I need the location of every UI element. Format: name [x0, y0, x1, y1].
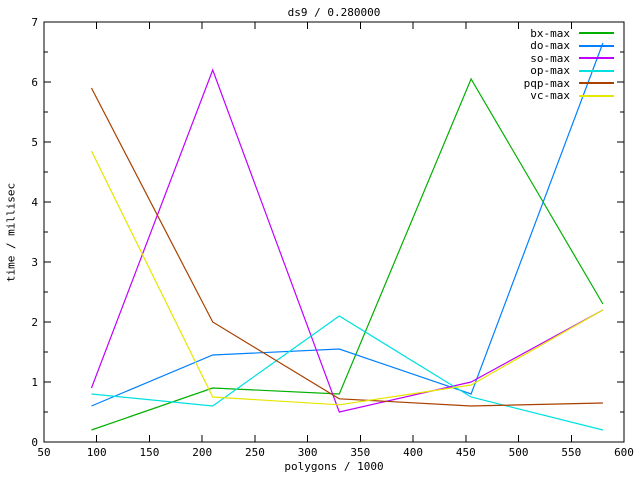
legend-item-vc-max: vc-max	[524, 89, 614, 103]
y-tick-label: 3	[31, 256, 38, 269]
legend-line-sample	[579, 32, 614, 35]
x-tick-label: 450	[456, 446, 476, 459]
y-tick-label: 5	[31, 136, 38, 149]
legend-label: so-max	[530, 51, 570, 65]
legend-item-op-max: op-max	[524, 64, 614, 78]
x-tick-label: 300	[298, 446, 318, 459]
series-line-vc-max	[90, 150, 604, 406]
x-axis-label: polygons / 1000	[284, 460, 384, 473]
series-line-pqp-max	[90, 87, 603, 407]
legend-line-sample	[579, 57, 614, 60]
y-tick-label: 7	[31, 16, 38, 29]
legend-label: vc-max	[530, 89, 570, 103]
series-line-do-max	[91, 42, 604, 407]
y-tick-label: 4	[31, 196, 38, 209]
x-tick-label: 150	[140, 446, 160, 459]
legend-item-bx-max: bx-max	[524, 27, 614, 40]
legend-label: op-max	[530, 64, 570, 78]
legend-item-pqp-max: pqp-max	[524, 77, 614, 90]
legend-item-so-max: so-max	[524, 52, 614, 65]
legend-label: pqp-max	[523, 76, 570, 90]
x-tick-label: 250	[245, 446, 265, 459]
legend-label: do-max	[530, 39, 570, 53]
x-tick-label: 100	[87, 446, 107, 459]
x-tick-label: 400	[403, 446, 423, 459]
x-tick-label: 500	[509, 446, 529, 459]
legend: bx-max do-max so-max op-max pqp-max vc-m…	[524, 27, 614, 102]
series-line-op-max	[91, 315, 604, 431]
x-tick-label: 50	[37, 446, 50, 459]
x-tick-label: 350	[350, 446, 370, 459]
legend-line-sample	[579, 44, 614, 47]
y-tick-label: 1	[31, 376, 38, 389]
x-tick-label: 200	[192, 446, 212, 459]
x-tick-label: 550	[561, 446, 581, 459]
y-tick-label: 6	[31, 76, 38, 89]
y-axis-label: time / millisec	[4, 182, 18, 283]
y-tick-label: 0	[31, 436, 38, 449]
y-tick-label: 2	[31, 316, 38, 329]
legend-line-sample	[579, 82, 614, 85]
series-line-bx-max	[91, 77, 604, 431]
x-tick-label: 600	[614, 446, 634, 459]
chart-title: ds9 / 0.280000	[287, 6, 381, 19]
legend-item-do-max: do-max	[524, 39, 614, 53]
series-line-so-max	[90, 68, 604, 413]
legend-line-sample	[579, 94, 614, 97]
legend-label: bx-max	[530, 26, 570, 40]
legend-line-sample	[579, 69, 614, 72]
